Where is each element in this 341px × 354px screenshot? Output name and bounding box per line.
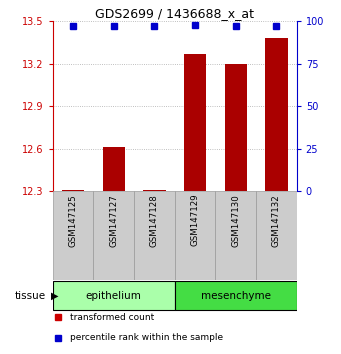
- Text: GSM147125: GSM147125: [69, 194, 78, 247]
- Bar: [175, 191, 216, 280]
- Text: GSM147130: GSM147130: [231, 194, 240, 247]
- Text: GSM147132: GSM147132: [272, 194, 281, 247]
- Bar: [184, 54, 206, 191]
- Text: mesenchyme: mesenchyme: [201, 291, 271, 301]
- Bar: [175, 281, 297, 310]
- Bar: [143, 190, 166, 191]
- Text: GSM147127: GSM147127: [109, 194, 118, 247]
- Bar: [265, 38, 287, 191]
- Title: GDS2699 / 1436688_x_at: GDS2699 / 1436688_x_at: [95, 7, 254, 20]
- Text: GSM147128: GSM147128: [150, 194, 159, 247]
- Bar: [103, 147, 125, 191]
- Bar: [216, 191, 256, 280]
- Bar: [53, 191, 93, 280]
- Text: ▶: ▶: [51, 291, 59, 301]
- Bar: [224, 64, 247, 191]
- Bar: [256, 191, 297, 280]
- Text: transformed count: transformed count: [70, 313, 154, 322]
- Text: epithelium: epithelium: [86, 291, 142, 301]
- Bar: [53, 281, 175, 310]
- Text: tissue: tissue: [15, 291, 46, 301]
- Text: percentile rank within the sample: percentile rank within the sample: [70, 333, 223, 342]
- Bar: [93, 191, 134, 280]
- Bar: [62, 190, 84, 191]
- Bar: [134, 191, 175, 280]
- Text: GSM147129: GSM147129: [191, 194, 199, 246]
